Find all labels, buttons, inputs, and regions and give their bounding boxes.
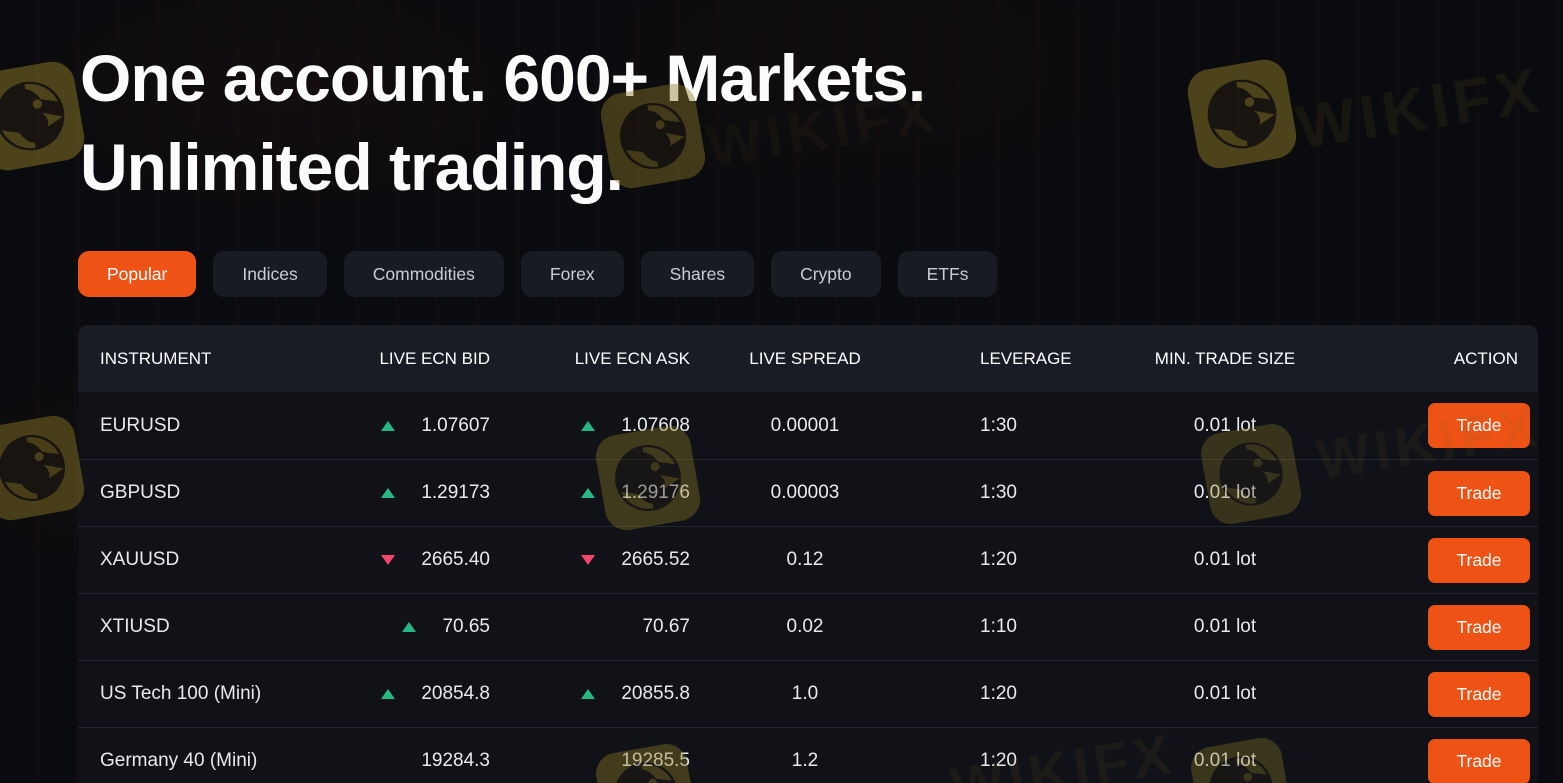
- min-trade-size-value: 0.01 lot: [1193, 750, 1257, 771]
- instrument-name: Germany 40 (Mini): [100, 750, 258, 771]
- leverage-value: 1:20: [980, 750, 1017, 771]
- live-ecn-bid-cell: 19284.3: [350, 750, 500, 772]
- live-ecn-ask-cell: 2665.52: [500, 549, 700, 571]
- trade-button[interactable]: Trade: [1428, 604, 1530, 650]
- ask-value: 1.29176: [621, 482, 690, 503]
- column-header-instrument: INSTRUMENT: [100, 348, 212, 368]
- bid-value: 19284.3: [421, 750, 490, 771]
- instrument-name: US Tech 100 (Mini): [100, 683, 262, 704]
- tab-popular[interactable]: Popular: [78, 251, 197, 297]
- leverage-value: 1:20: [980, 683, 1017, 704]
- price-up-icon: [381, 689, 396, 699]
- live-ecn-bid-cell: 1.29173: [350, 482, 500, 504]
- ask-value: 19285.5: [621, 750, 690, 771]
- trade-button[interactable]: Trade: [1428, 470, 1530, 516]
- live-spread-value: 1.2: [791, 750, 819, 771]
- live-ecn-bid-cell: 1.07607: [350, 415, 500, 437]
- leverage-value: 1:30: [980, 482, 1017, 503]
- trade-button[interactable]: Trade: [1428, 537, 1530, 583]
- price-up-icon: [381, 488, 396, 498]
- column-header-min-trade-size: MIN. TRADE SIZE: [1154, 348, 1296, 368]
- column-header-live-ecn-ask: LIVE ECN ASK: [574, 348, 690, 368]
- live-ecn-ask-cell: 1.29176: [500, 482, 700, 504]
- live-ecn-ask-cell: 19285.5: [500, 750, 700, 772]
- table-header-row: INSTRUMENT LIVE ECN BID LIVE ECN ASK LIV…: [78, 325, 1538, 392]
- bid-value: 1.29173: [421, 482, 490, 503]
- leverage-value: 1:20: [980, 549, 1017, 570]
- live-spread-value: 0.00003: [770, 482, 840, 503]
- tab-crypto[interactable]: Crypto: [771, 251, 881, 297]
- ask-value: 70.67: [642, 616, 690, 637]
- price-up-icon: [581, 689, 596, 699]
- ask-value: 20855.8: [621, 683, 690, 704]
- action-cell: Trade: [1380, 671, 1530, 717]
- page-title-line-2: Unlimited trading.: [80, 130, 624, 204]
- instrument-name: EURUSD: [100, 414, 181, 436]
- hero-section: One account. 600+ Markets. Unlimited tra…: [0, 0, 1563, 212]
- table-row: GBPUSD 1.29173 1.29176 0.00003 1:30 0.01…: [78, 459, 1538, 526]
- table-row: EURUSD 1.07607 1.07608 0.00001 1:30 0.01…: [78, 392, 1538, 459]
- min-trade-size-value: 0.01 lot: [1193, 616, 1257, 637]
- column-header-leverage: LEVERAGE: [980, 348, 1072, 368]
- bid-value: 1.07607: [421, 414, 490, 436]
- trade-button[interactable]: Trade: [1428, 403, 1530, 448]
- trade-button[interactable]: Trade: [1428, 738, 1530, 783]
- tab-commodities[interactable]: Commodities: [343, 251, 504, 297]
- live-ecn-ask-cell: 20855.8: [500, 683, 700, 705]
- action-cell: Trade: [1380, 604, 1530, 650]
- tab-indices[interactable]: Indices: [213, 251, 327, 297]
- page-title-line-1: One account. 600+ Markets.: [80, 41, 926, 115]
- tab-etfs[interactable]: ETFs: [897, 251, 998, 297]
- instrument-name: XTIUSD: [100, 616, 170, 637]
- ask-value: 2665.52: [621, 549, 690, 570]
- market-category-tabs: Popular Indices Commodities Forex Shares Cryp…: [78, 251, 1563, 297]
- ask-value: 1.07608: [621, 414, 690, 436]
- live-ecn-ask-cell: 70.67: [500, 616, 700, 638]
- bid-value: 70.65: [442, 616, 490, 637]
- table-row: US Tech 100 (Mini) 20854.8 20855.8 1.0 1…: [78, 660, 1538, 727]
- tab-shares[interactable]: Shares: [640, 251, 755, 297]
- page-title: One account. 600+ Markets. Unlimited tra…: [80, 34, 1563, 212]
- live-ecn-bid-cell: 70.65: [350, 616, 500, 638]
- markets-table: INSTRUMENT LIVE ECN BID LIVE ECN ASK LIV…: [78, 325, 1538, 783]
- table-body: EURUSD 1.07607 1.07608 0.00001 1:30 0.01…: [78, 392, 1538, 783]
- live-spread-value: 1.0: [791, 683, 819, 704]
- instrument-name: XAUUSD: [100, 549, 180, 570]
- leverage-value: 1:10: [980, 616, 1017, 637]
- live-spread-value: 0.00001: [770, 414, 840, 436]
- leverage-value: 1:30: [980, 414, 1017, 436]
- price-up-icon: [581, 488, 596, 498]
- tab-forex[interactable]: Forex: [520, 251, 624, 297]
- action-cell: Trade: [1380, 403, 1530, 448]
- live-ecn-ask-cell: 1.07608: [500, 415, 700, 437]
- price-down-icon: [381, 555, 396, 565]
- table-row: XAUUSD 2665.40 2665.52 0.12 1:20 0.01 lo…: [78, 526, 1538, 593]
- price-up-icon: [381, 420, 396, 431]
- min-trade-size-value: 0.01 lot: [1193, 414, 1257, 436]
- instrument-name: GBPUSD: [100, 482, 181, 503]
- live-spread-value: 0.02: [786, 616, 824, 637]
- column-header-action: ACTION: [1453, 348, 1518, 368]
- price-up-icon: [402, 622, 417, 632]
- action-cell: Trade: [1380, 738, 1530, 783]
- column-header-live-spread: LIVE SPREAD: [749, 348, 861, 368]
- min-trade-size-value: 0.01 lot: [1193, 683, 1257, 704]
- action-cell: Trade: [1380, 470, 1530, 516]
- min-trade-size-value: 0.01 lot: [1193, 549, 1257, 570]
- table-row: Germany 40 (Mini) 19284.3 19285.5 1.2 1:…: [78, 727, 1538, 783]
- live-ecn-bid-cell: 20854.8: [350, 683, 500, 705]
- price-up-icon: [581, 420, 596, 431]
- bid-value: 2665.40: [421, 549, 490, 570]
- table-row: XTIUSD 70.65 70.67 0.02 1:10 0.01 lot Tr…: [78, 593, 1538, 660]
- price-down-icon: [581, 555, 596, 565]
- trade-button[interactable]: Trade: [1428, 671, 1530, 717]
- min-trade-size-value: 0.01 lot: [1193, 482, 1257, 503]
- bid-value: 20854.8: [421, 683, 490, 704]
- live-ecn-bid-cell: 2665.40: [350, 549, 500, 571]
- live-spread-value: 0.12: [786, 549, 824, 570]
- action-cell: Trade: [1380, 537, 1530, 583]
- column-header-live-ecn-bid: LIVE ECN BID: [379, 348, 490, 368]
